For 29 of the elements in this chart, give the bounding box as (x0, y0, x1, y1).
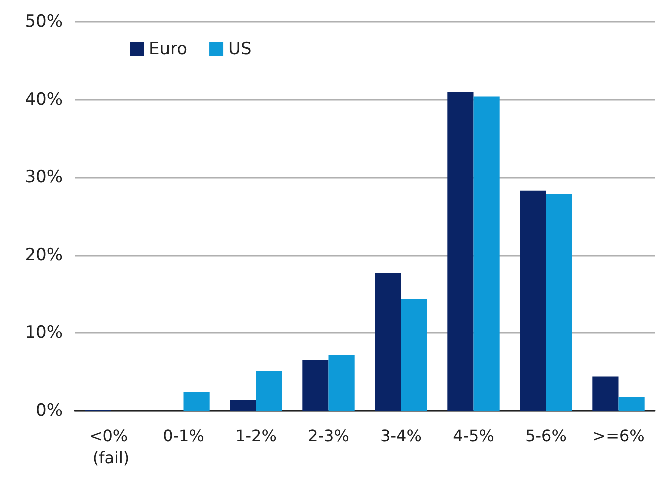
bar (520, 190, 546, 411)
bar (375, 273, 402, 411)
y-tick-label: 10% (25, 323, 63, 344)
x-tick-label: 5-6% (526, 426, 567, 446)
bar (256, 371, 282, 411)
y-tick-label: 0% (36, 401, 63, 421)
bar (448, 92, 474, 411)
bar (302, 360, 329, 411)
bar (546, 194, 572, 411)
y-tick-label: 40% (25, 90, 63, 110)
bar (592, 376, 619, 411)
bar (401, 298, 428, 411)
y-tick-label: 30% (25, 168, 63, 188)
y-tick-label: 50% (25, 12, 63, 32)
x-tick-label: 0-1% (163, 426, 204, 446)
bar (474, 96, 500, 411)
x-tick-label: 4-5% (453, 426, 494, 446)
legend-label: US (228, 40, 252, 60)
bar (230, 400, 256, 411)
x-tick-label: <0% (fail) (89, 426, 134, 468)
x-tick-label: >=6% (592, 426, 645, 446)
x-tick-label: 3-4% (380, 426, 422, 446)
x-tick-label: 2-3% (308, 426, 350, 446)
legend-label: Euro (149, 40, 188, 60)
y-tick-label: 20% (25, 245, 63, 266)
bar (328, 354, 355, 411)
bar (618, 396, 645, 411)
bar (184, 392, 210, 411)
x-tick-label: 1-2% (236, 426, 277, 446)
